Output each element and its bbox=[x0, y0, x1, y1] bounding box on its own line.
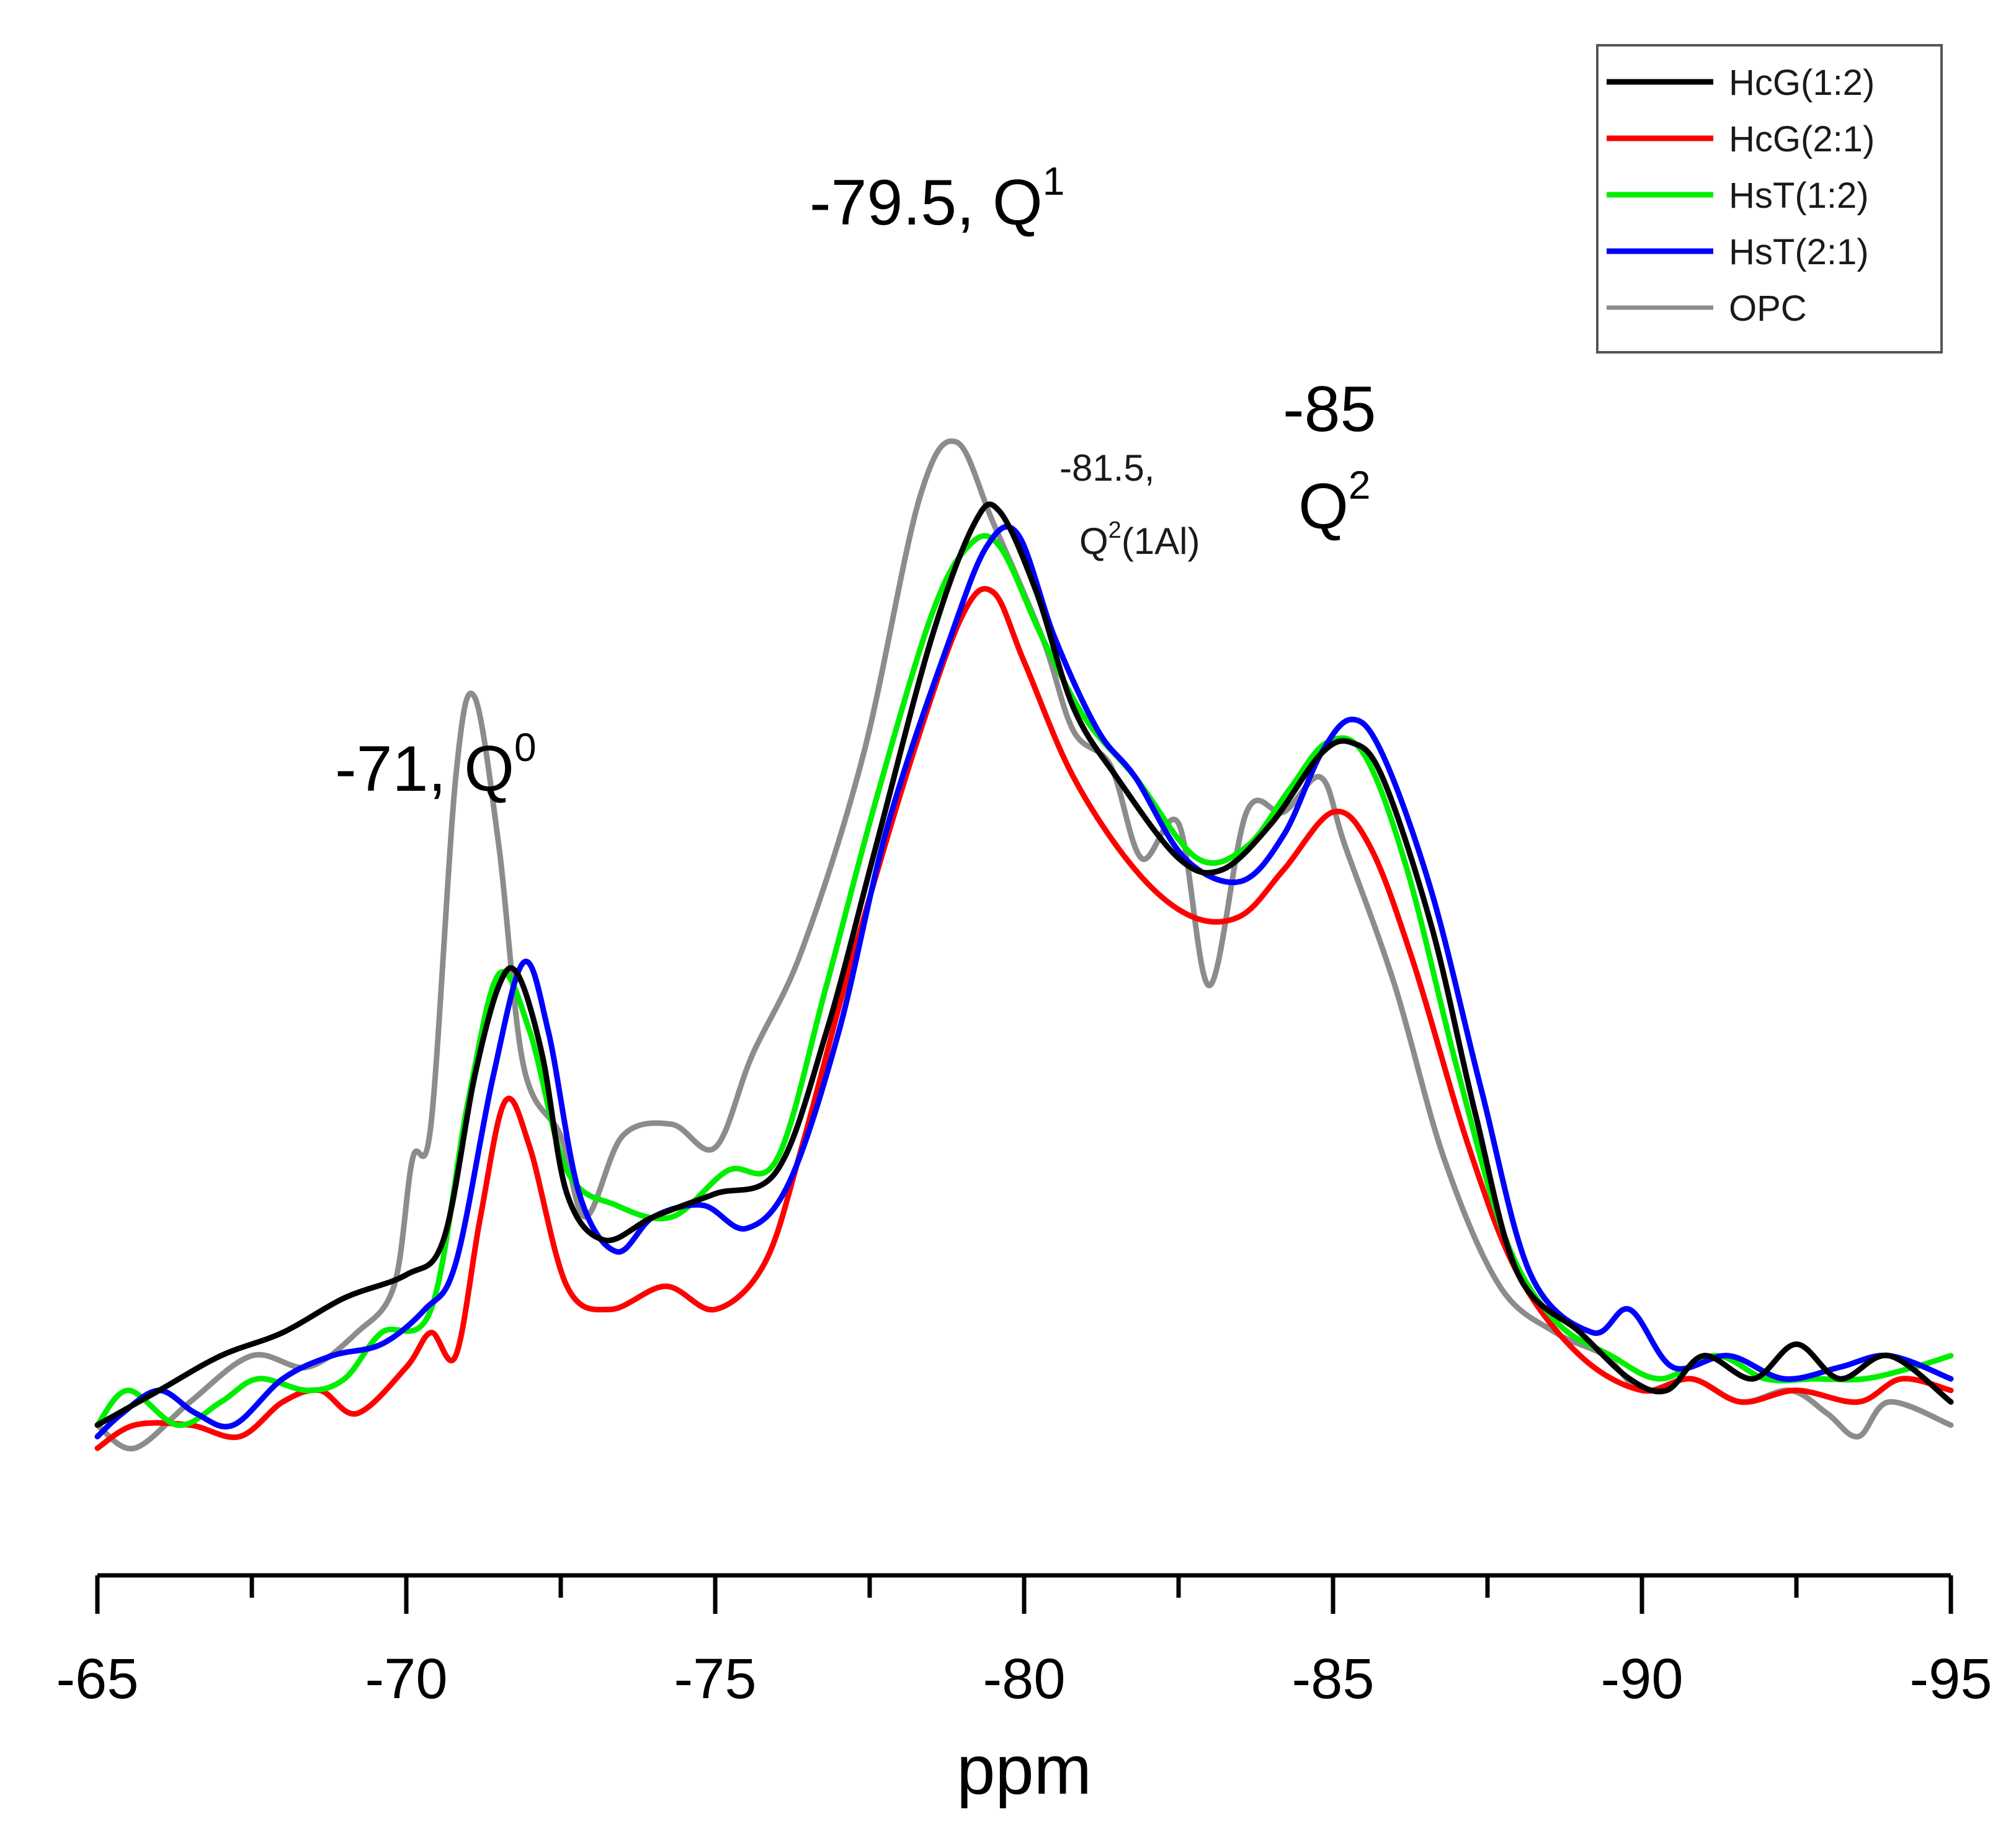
x-tick-label: -90 bbox=[1601, 1647, 1684, 1711]
x-tick-label: -75 bbox=[674, 1647, 757, 1711]
legend-label: HcG(1:2) bbox=[1729, 63, 1875, 103]
series-line-opc bbox=[94, 438, 1954, 1452]
series-line-hcg-1-2 bbox=[94, 501, 1954, 1428]
legend-label: OPC bbox=[1729, 288, 1807, 329]
series-line-hst-2-1 bbox=[94, 523, 1954, 1440]
svg-text:-71, Q0: -71, Q0 bbox=[335, 725, 537, 805]
annotation-q2-1al: -81.5, Q2(1Al) bbox=[1059, 447, 1200, 562]
x-tick-label: -80 bbox=[983, 1647, 1066, 1711]
legend-items: HcG(1:2) HcG(2:1) HsT(1:2) HsT(2:1) OPC bbox=[1607, 63, 1875, 329]
annotation-q1: -79.5, Q1 bbox=[810, 159, 1064, 239]
svg-text:-79.5, Q1: -79.5, Q1 bbox=[810, 159, 1064, 239]
legend-label: HsT(2:1) bbox=[1729, 232, 1869, 272]
svg-text:Q2(1Al): Q2(1Al) bbox=[1079, 517, 1200, 562]
svg-text:-85: -85 bbox=[1283, 373, 1376, 445]
legend-box bbox=[1596, 44, 1943, 354]
svg-text:Q2: Q2 bbox=[1298, 463, 1371, 543]
series-group bbox=[94, 438, 1954, 1452]
x-axis-ticks: -65 -70 -75 -80 -85 -90 -95 bbox=[56, 1575, 1992, 1711]
x-tick-label: -70 bbox=[365, 1647, 448, 1711]
svg-text:-81.5,: -81.5, bbox=[1059, 447, 1154, 489]
legend: HcG(1:2) HcG(2:1) HsT(1:2) HsT(2:1) OPC bbox=[1596, 44, 1943, 354]
annotation-q2: -85 Q2 bbox=[1283, 373, 1376, 543]
legend-label: HcG(2:1) bbox=[1729, 119, 1875, 159]
legend-label: HsT(1:2) bbox=[1729, 176, 1869, 216]
x-tick-label: -65 bbox=[56, 1647, 139, 1711]
x-axis-title: ppm bbox=[957, 1731, 1092, 1809]
series-line-hst-1-2 bbox=[94, 533, 1954, 1428]
x-tick-label: -85 bbox=[1292, 1647, 1375, 1711]
annotation-q0: -71, Q0 bbox=[335, 725, 537, 805]
x-tick-label: -95 bbox=[1910, 1647, 1992, 1711]
